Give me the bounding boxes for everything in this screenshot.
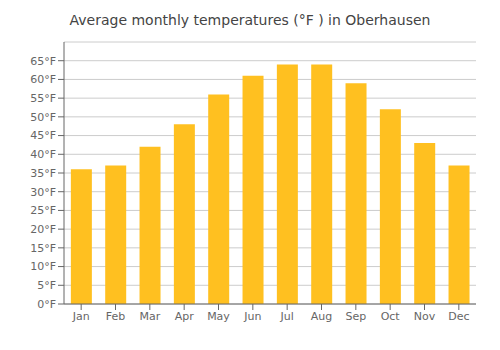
svg-text:Feb: Feb [106,310,125,323]
svg-text:Oct: Oct [381,310,401,323]
svg-text:Aug: Aug [311,310,332,323]
svg-text:10°F: 10°F [30,260,56,273]
svg-text:30°F: 30°F [30,186,56,199]
svg-text:Jul: Jul [280,310,294,323]
svg-text:65°F: 65°F [30,55,56,68]
svg-text:25°F: 25°F [30,204,56,217]
svg-text:Dec: Dec [448,310,469,323]
svg-text:Sep: Sep [345,310,366,323]
svg-text:15°F: 15°F [30,242,56,255]
svg-text:May: May [207,310,230,323]
svg-text:5°F: 5°F [37,279,56,292]
svg-text:50°F: 50°F [30,111,56,124]
svg-text:0°F: 0°F [37,298,56,311]
svg-text:45°F: 45°F [30,129,56,142]
svg-text:Mar: Mar [139,310,160,323]
svg-text:20°F: 20°F [30,223,56,236]
svg-text:55°F: 55°F [30,92,56,105]
svg-text:Jan: Jan [72,310,90,323]
svg-text:Nov: Nov [414,310,436,323]
svg-text:40°F: 40°F [30,148,56,161]
html-text:Average monthly temperatures (: Average monthly temperatures (°F ) in Ob… [69,12,431,28]
svg-text:Apr: Apr [175,310,195,323]
svg-text:Jun: Jun [243,310,261,323]
svg-text:35°F: 35°F [30,167,56,180]
svg-text:60°F: 60°F [30,73,56,86]
